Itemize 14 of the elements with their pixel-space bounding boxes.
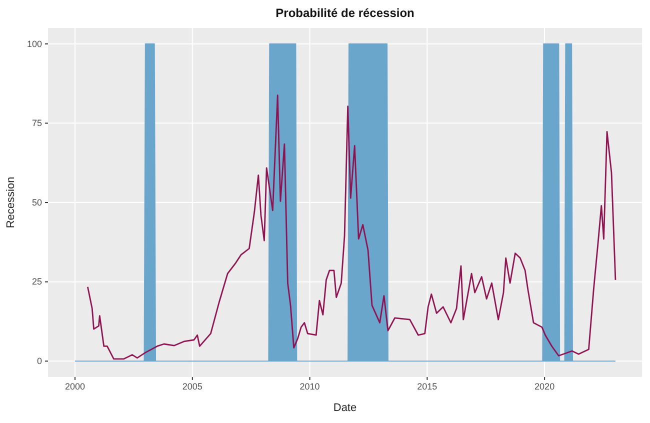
- x-tick-label: 2005: [182, 381, 202, 392]
- chart-title: Probabilité de récession: [276, 6, 414, 20]
- x-tick-label: 2020: [534, 381, 555, 392]
- x-tick-label: 2000: [64, 381, 86, 392]
- line-series: [86, 94, 616, 360]
- y-axis-title: Recession: [5, 176, 17, 228]
- x-tick-label: 2015: [417, 381, 438, 392]
- y-tick-label: 75: [32, 118, 42, 128]
- y-tick-label: 0: [36, 356, 42, 366]
- x-axis-title: Date: [333, 402, 357, 414]
- x-tick-label: 2010: [300, 381, 320, 392]
- y-tick-label: 50: [32, 197, 42, 208]
- y-tick-label: 100: [26, 38, 42, 49]
- y-tick-label: 25: [32, 276, 42, 287]
